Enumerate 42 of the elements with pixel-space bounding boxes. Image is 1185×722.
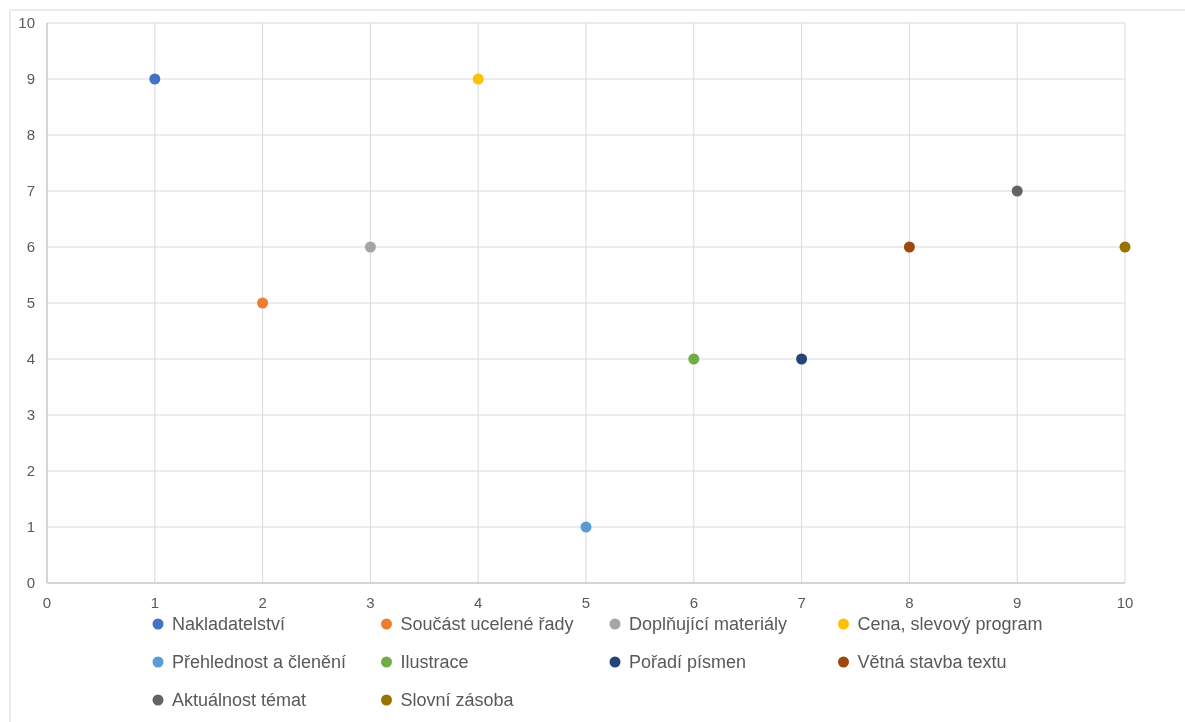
legend-label: Slovní zásoba (400, 690, 515, 710)
point (472, 73, 484, 85)
x-tick-label: 2 (258, 594, 267, 611)
point (580, 521, 592, 533)
legend-label: Větná stavba textu (857, 652, 1007, 672)
x-tick-label: 6 (689, 594, 698, 611)
y-tick-label: 10 (18, 14, 35, 31)
x-tick-label: 0 (42, 594, 52, 611)
x-tick-label: 10 (1116, 594, 1134, 611)
y-tick-label: 6 (26, 238, 35, 255)
x-tick-label: 8 (905, 594, 914, 611)
legend-label: Pořadí písmen (629, 652, 747, 672)
point (796, 353, 808, 365)
legend-label: Nakladatelství (172, 614, 286, 634)
y-tick-label: 3 (26, 406, 35, 423)
x-tick-label: 3 (366, 594, 375, 611)
y-tick-label: 1 (26, 518, 35, 535)
y-tick-label: 2 (26, 462, 35, 479)
legend-label: Součást ucelené řady (400, 614, 574, 634)
point (1011, 185, 1023, 197)
point (149, 73, 161, 85)
point (257, 297, 269, 309)
x-tick-label: 1 (150, 594, 159, 611)
legend-label: Ilustrace (400, 652, 469, 672)
legend-label: Přehlednost a členění (172, 652, 347, 672)
x-tick-label: 7 (797, 594, 806, 611)
legend-label: Aktuálnost témat (172, 690, 307, 710)
y-tick-label: 4 (26, 350, 35, 367)
y-tick-label: 5 (26, 294, 35, 311)
y-tick-label: 7 (26, 182, 35, 199)
legend-label: Cena, slevový program (857, 614, 1043, 634)
point (688, 353, 700, 365)
legend-label: Doplňující materiály (629, 614, 788, 634)
point (364, 241, 376, 253)
point (1119, 241, 1131, 253)
y-tick-label: 8 (26, 126, 35, 143)
x-tick-label: 4 (474, 594, 483, 611)
x-tick-label: 5 (581, 594, 591, 611)
y-tick-label: 9 (26, 70, 35, 87)
x-tick-label: 9 (1013, 594, 1022, 611)
point (903, 241, 915, 253)
y-tick-label: 0 (26, 574, 35, 591)
